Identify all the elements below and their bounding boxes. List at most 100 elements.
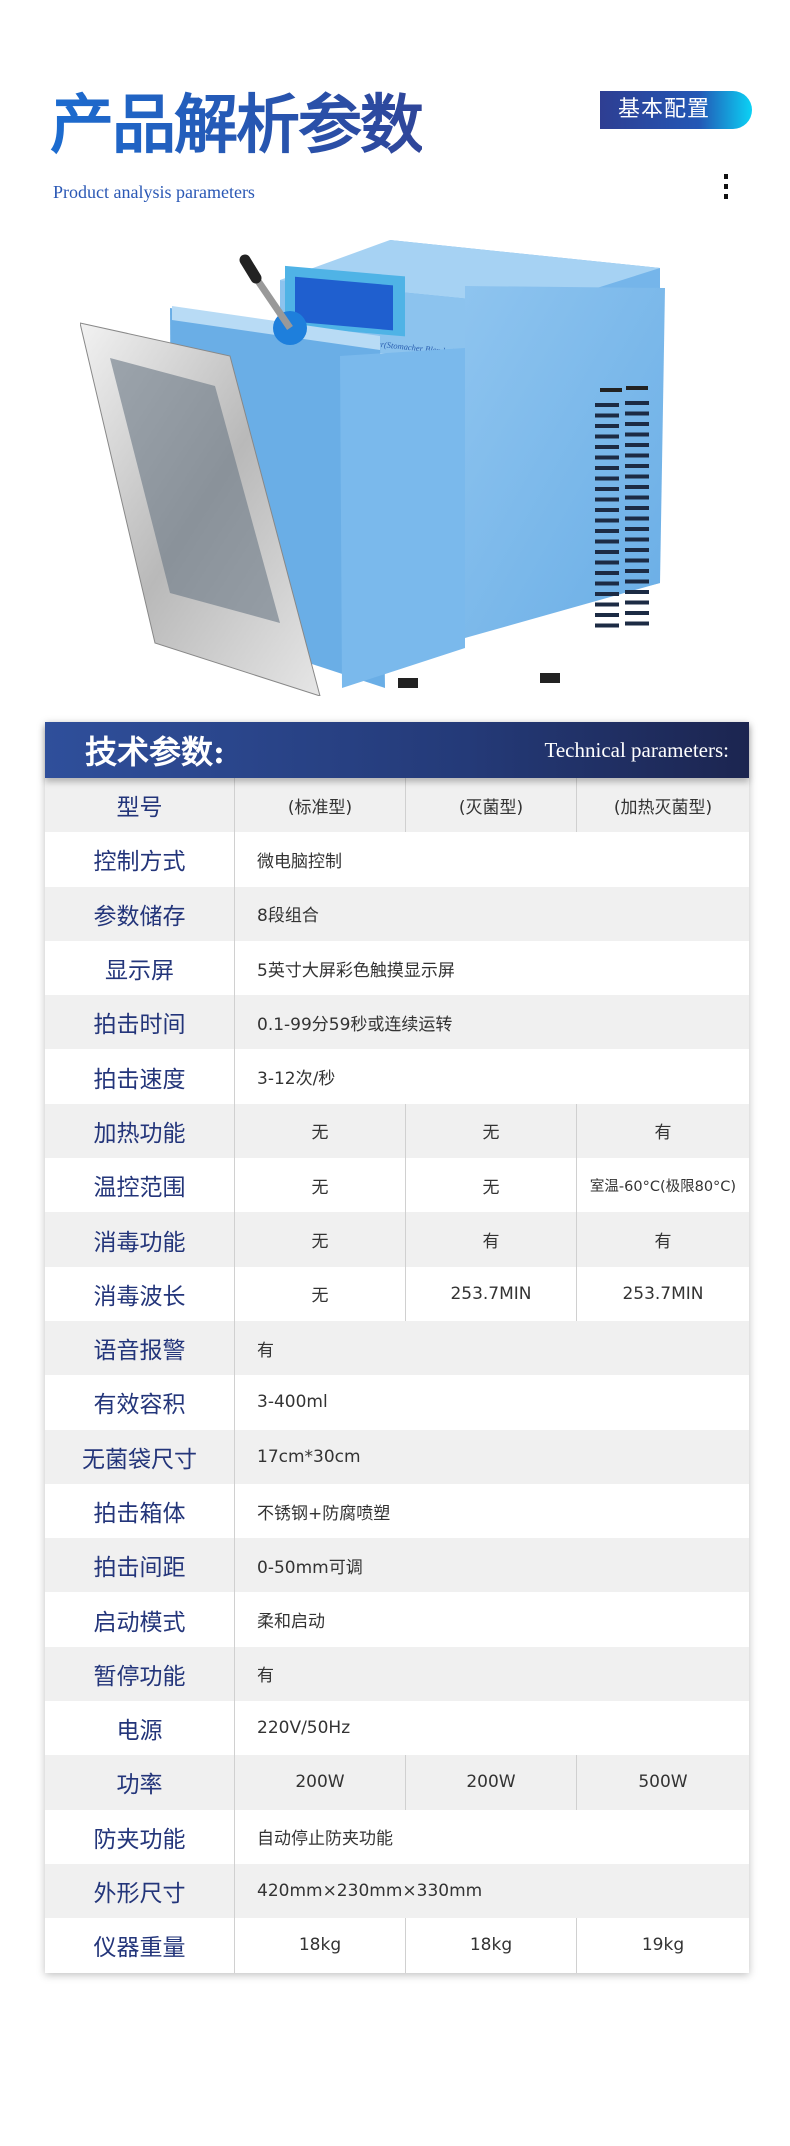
vent-slot — [625, 537, 649, 542]
product-image-homogenizer: Sterile Homogenizer(Stomacher Blender) — [80, 240, 665, 696]
vent-slot — [625, 548, 649, 552]
vent-slot — [625, 600, 649, 605]
table-row: 消毒波长无 253.7MIN 253.7MIN — [45, 1266, 749, 1321]
row-label: 消毒功能 — [93, 1229, 186, 1256]
page-title: 产品解析参数 — [50, 86, 424, 166]
vent-slot — [625, 569, 649, 573]
row-value: 3-12次/秒 — [234, 1049, 749, 1104]
row-value: 200W — [405, 1755, 576, 1810]
vent-slot — [625, 527, 649, 531]
table-row: 无菌袋尺寸 17cm*30cm — [45, 1429, 749, 1484]
table-row: 暂停功能 有 — [45, 1646, 749, 1702]
vent-slot — [625, 453, 649, 458]
row-value: (灭菌型) — [405, 778, 576, 833]
row-value: 0.1-99分59秒或连续运转 — [234, 995, 749, 1050]
row-value: (标准型) — [234, 778, 405, 833]
vent-slot — [595, 518, 619, 523]
vent-slot — [595, 529, 619, 533]
row-label: 外形尺寸 — [93, 1881, 186, 1908]
vent-slot — [595, 434, 619, 439]
row-label: 参数储存 — [93, 903, 186, 930]
row-label: 拍击速度 — [93, 1066, 186, 1093]
vent-slot — [625, 558, 649, 563]
row-label: 控制方式 — [93, 849, 186, 876]
table-row: 加热功能无无有 — [45, 1103, 749, 1159]
page-subtitle: Product analysis parameters — [53, 182, 255, 202]
row-label: 型号 — [116, 795, 163, 822]
row-value: 有 — [234, 1320, 749, 1376]
row-label: 语音报警 — [93, 1338, 186, 1365]
vent-slot — [595, 413, 619, 418]
technical-parameters-table: 技术参数: Technical parameters: 型号 (标准型) (灭菌型)… — [45, 722, 749, 1973]
row-label: 加热功能 — [93, 1120, 186, 1147]
row-label: 启动模式 — [93, 1609, 186, 1636]
row-value: 253.7MIN — [576, 1266, 749, 1321]
vent-slot — [595, 571, 619, 575]
vent-slot — [595, 403, 619, 407]
basic-config-badge[interactable]: 基本配置 — [600, 91, 752, 129]
vent-slot — [595, 445, 619, 449]
row-label: 温控范围 — [93, 1175, 186, 1202]
row-value: 微电脑控制 — [234, 832, 749, 887]
vent-slot — [595, 539, 619, 544]
row-value: 有 — [576, 1103, 749, 1159]
table-row: 拍击箱体 不锈钢+防腐喷塑 — [45, 1483, 749, 1539]
table-header: 技术参数: Technical parameters: — [45, 722, 749, 778]
table-row: 显示屏 5英寸大屏彩色触摸显示屏 — [45, 940, 749, 996]
row-value: 有 — [234, 1646, 749, 1702]
vent-slot — [625, 495, 649, 500]
table-row: 温控范围无无室温-60°C(极限80°C) — [45, 1158, 749, 1213]
vertical-dots-icon[interactable] — [724, 174, 728, 200]
table-title-zh: 技术参数: — [85, 733, 225, 771]
row-value: 无 — [405, 1158, 576, 1213]
row-label: 功率 — [116, 1772, 163, 1799]
table-row: 语音报警 有 — [45, 1320, 749, 1376]
table-title-en: Technical parameters: — [544, 737, 729, 762]
vent-slot — [595, 550, 619, 554]
vent-slot — [625, 432, 649, 437]
row-value: 无 — [234, 1103, 405, 1159]
row-value: 420mm×230mm×330mm — [234, 1863, 749, 1919]
row-value: 有 — [576, 1212, 749, 1267]
row-label: 暂停功能 — [93, 1663, 186, 1690]
row-value: 不锈钢+防腐喷塑 — [234, 1483, 749, 1539]
row-value: 无 — [234, 1266, 405, 1321]
vent-slot — [595, 560, 619, 565]
table-row: 消毒功能无有有 — [45, 1212, 749, 1267]
row-value: 18kg — [234, 1918, 405, 1973]
table-row: 拍击速度 3-12次/秒 — [45, 1049, 749, 1104]
row-value: 无 — [234, 1212, 405, 1267]
vent-slot — [595, 455, 619, 460]
vent-slot — [595, 602, 619, 607]
vent-slot — [595, 581, 619, 586]
table-row: 控制方式 微电脑控制 — [45, 832, 749, 887]
row-value: 室温-60°C(极限80°C) — [576, 1158, 749, 1213]
table-row: 参数储存 8段组合 — [45, 886, 749, 941]
vent-slot — [625, 411, 649, 416]
row-value: 253.7MIN — [405, 1266, 576, 1321]
table-row: 功率 200W 200W 500W — [45, 1755, 749, 1810]
vent-slot — [595, 424, 619, 428]
vent-slot — [625, 590, 649, 594]
vent-slot — [595, 592, 619, 596]
vent-slot — [625, 611, 649, 615]
row-label: 无菌袋尺寸 — [82, 1446, 197, 1473]
row-value: 有 — [405, 1212, 576, 1267]
row-label: 拍击时间 — [93, 1012, 186, 1039]
vent-slot — [625, 422, 649, 426]
table-row: 电源 220V/50Hz — [45, 1701, 749, 1756]
row-value: 200W — [234, 1755, 405, 1810]
vent-slot — [625, 506, 649, 510]
vent-slot — [625, 464, 649, 468]
row-label: 显示屏 — [105, 958, 174, 985]
vent-slot — [595, 613, 619, 617]
vent-slot — [595, 487, 619, 491]
table-row: 仪器重量 18kg 18kg 19kg — [45, 1918, 749, 1973]
table-body: 型号 (标准型) (灭菌型) (加热灭菌型) 控制方式 微电脑控制 参数储存 8段组合 显示屏 5… — [45, 778, 749, 1973]
table-row: 型号 (标准型) (灭菌型) (加热灭菌型) — [45, 778, 749, 833]
row-value: 18kg — [405, 1918, 576, 1973]
row-value: 0-50mm可调 — [234, 1538, 749, 1593]
row-value: (加热灭菌型) — [576, 778, 749, 833]
row-label: 拍击间距 — [93, 1555, 186, 1582]
row-value: 500W — [576, 1755, 749, 1810]
